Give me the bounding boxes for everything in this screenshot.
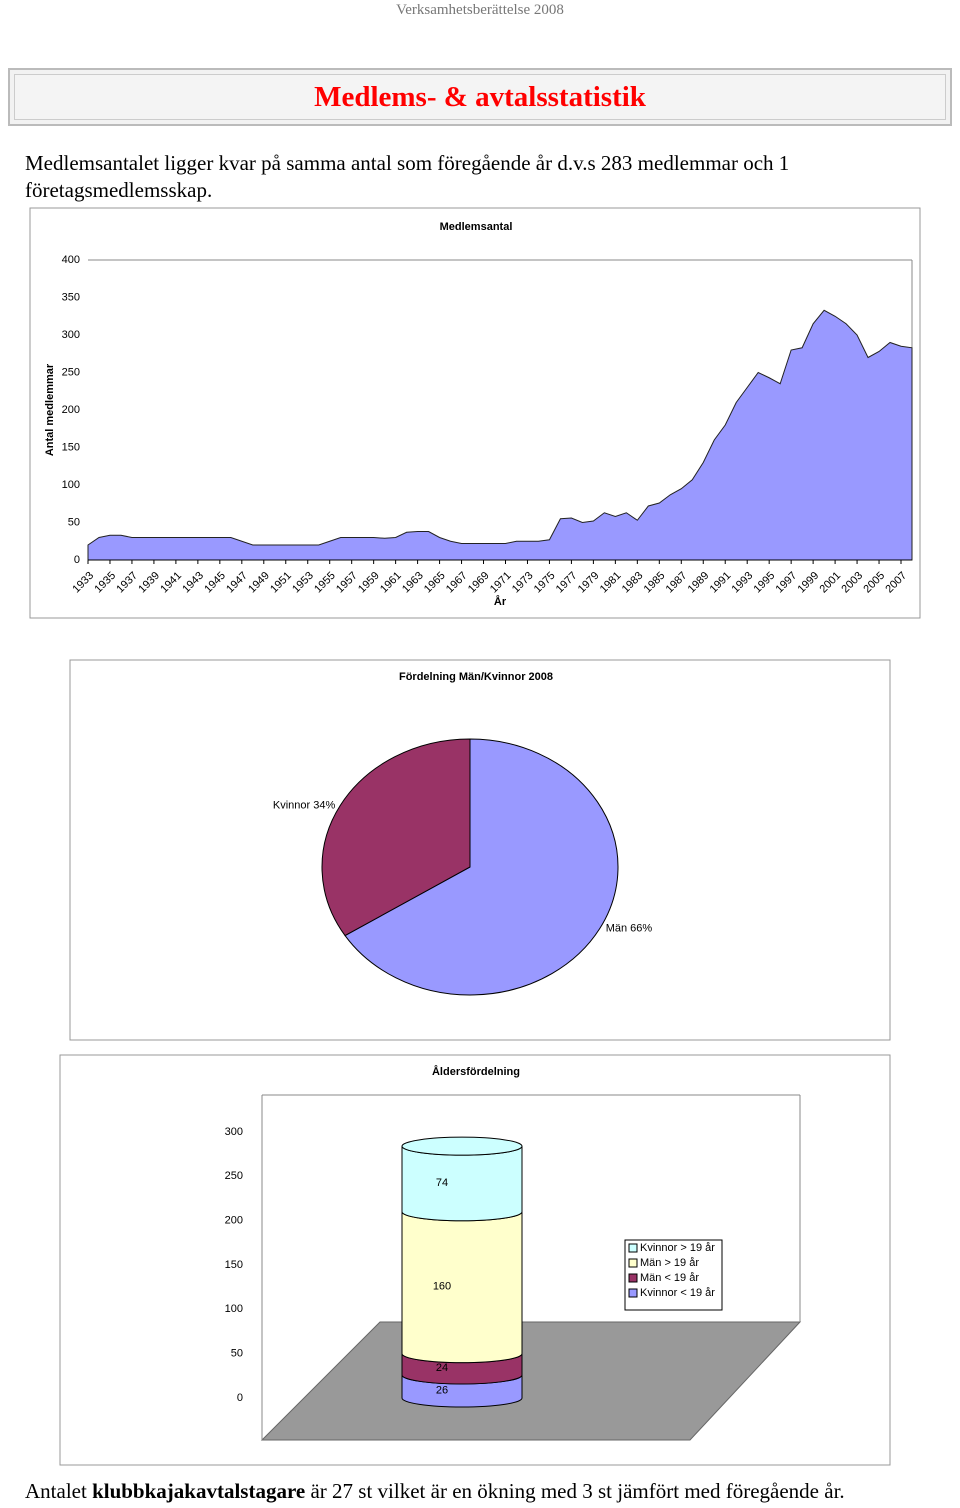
segment-label: 74 xyxy=(436,1177,448,1189)
y-tick-label: 100 xyxy=(62,479,80,491)
legend-swatch xyxy=(628,1258,638,1268)
chart-title: Åldersfördelning xyxy=(432,1065,520,1078)
footer-bold: klubbkajakavtalstagare xyxy=(92,1479,306,1503)
footer-prefix: Antalet xyxy=(25,1479,87,1503)
pie-label: Kvinnor 34% xyxy=(273,799,336,811)
x-axis-title: År xyxy=(494,595,507,608)
y-tick-label: 200 xyxy=(62,404,80,416)
chart-title: Medlemsantal xyxy=(440,221,513,233)
legend-box xyxy=(624,1239,723,1311)
legend-label: Män > 19 år xyxy=(640,1257,699,1269)
y-tick-label: 250 xyxy=(62,366,80,378)
y-tick-label: 150 xyxy=(225,1259,243,1271)
pie-label-value: 66% xyxy=(630,923,652,935)
y-tick-label: 400 xyxy=(62,254,80,266)
page-header: Verksamhetsberättelse 2008 xyxy=(396,2,564,18)
y-tick-label: 350 xyxy=(62,291,80,303)
y-tick-label: 0 xyxy=(237,1392,243,1404)
legend-swatch xyxy=(628,1273,638,1283)
y-axis-title: Antal medlemmar xyxy=(44,363,56,456)
segment-label: 26 xyxy=(436,1384,448,1396)
pie-label-value: 34% xyxy=(313,799,335,811)
y-tick-label: 250 xyxy=(225,1170,243,1182)
y-tick-label: 150 xyxy=(62,441,80,453)
segment-label: 160 xyxy=(433,1281,451,1293)
title-box: Medlems- & avtalsstatistik xyxy=(8,68,952,126)
column-segment xyxy=(401,1146,523,1222)
legend-swatch xyxy=(628,1288,638,1298)
segment-label: 24 xyxy=(436,1362,448,1374)
area xyxy=(87,309,913,561)
column-top xyxy=(401,1136,523,1156)
y-tick-label: 0 xyxy=(74,554,80,566)
footer-text: Antalet klubbkajakavtalstagare är 27 st … xyxy=(25,1478,955,1504)
y-tick-label: 50 xyxy=(68,516,80,528)
charts: Medlemsantal0501001502002503003504001933… xyxy=(29,207,921,1466)
pie-label-name: Kvinnor xyxy=(273,799,311,811)
pie-label: Män 66% xyxy=(606,923,653,935)
y-tick-label: 200 xyxy=(225,1215,243,1227)
legend-swatch xyxy=(628,1243,638,1253)
y-tick-label: 100 xyxy=(225,1303,243,1315)
pie-slice xyxy=(321,738,471,937)
pie-label-name: Män xyxy=(606,923,627,935)
page-title: Medlems- & avtalsstatistik xyxy=(14,74,946,120)
y-tick-label: 300 xyxy=(225,1126,243,1138)
footer-suffix: är 27 st vilket är en ökning med 3 st jä… xyxy=(310,1479,845,1503)
pie-slice xyxy=(344,738,619,996)
intro-text: Medlemsantalet ligger kvar på samma anta… xyxy=(25,151,790,202)
legend-label: Kvinnor > 19 år xyxy=(640,1242,715,1254)
column-segment xyxy=(401,1211,523,1364)
legend-label: Män < 19 år xyxy=(640,1272,699,1284)
chart-title: Fördelning Män/Kvinnor 2008 xyxy=(399,671,553,683)
y-tick-label: 300 xyxy=(62,329,80,341)
legend-label: Kvinnor < 19 år xyxy=(640,1287,715,1299)
y-tick-label: 50 xyxy=(231,1348,243,1360)
